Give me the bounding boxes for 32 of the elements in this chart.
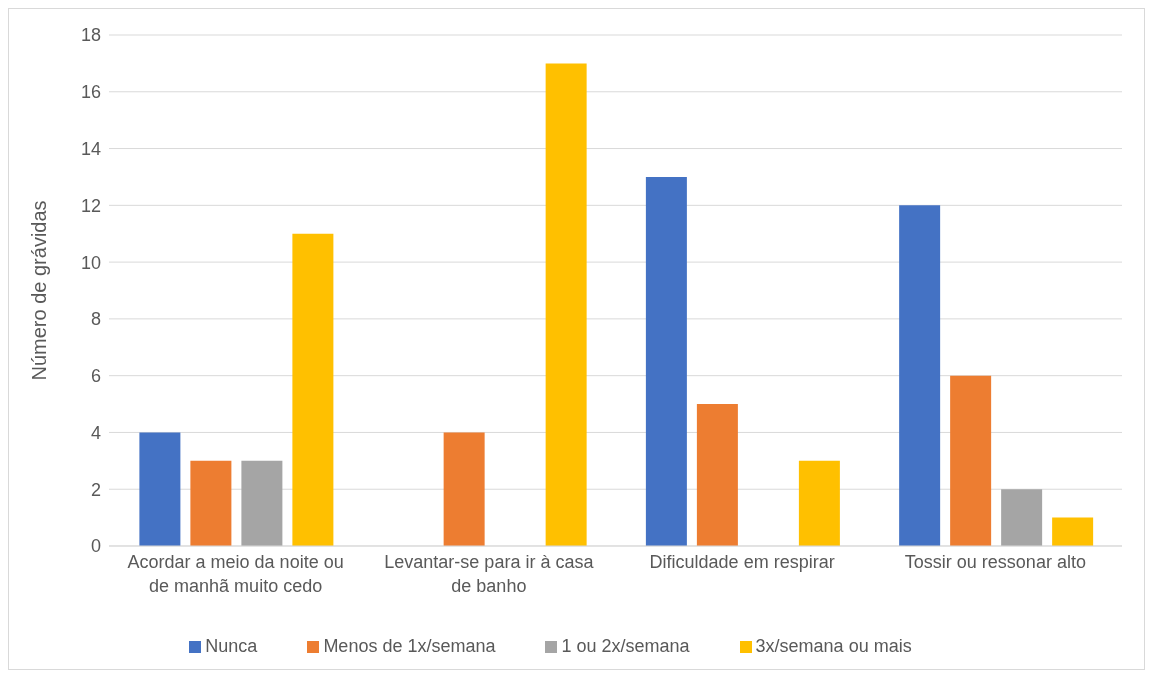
y-axis-title: Número de grávidas	[28, 200, 51, 381]
legend-label: 3x/semana ou mais	[755, 636, 912, 656]
bar	[292, 233, 334, 546]
y-tick-label: 0	[90, 536, 101, 557]
y-tick-label: 18	[80, 25, 101, 46]
y-tick-label: 6	[90, 366, 101, 387]
bar	[950, 375, 992, 546]
legend-label: Menos de 1x/semana	[323, 636, 496, 656]
bar	[798, 460, 840, 546]
y-tick-label: 14	[80, 138, 101, 159]
bar	[443, 432, 485, 546]
x-tick-label: Acordar a meio da noite ou de manhã muito cedo	[127, 552, 344, 596]
y-tick-label: 8	[90, 309, 101, 330]
x-tick-label: Tossir ou ressonar alto	[904, 552, 1086, 572]
y-tick-label: 4	[90, 422, 101, 443]
bar	[696, 404, 738, 546]
bar	[545, 63, 587, 546]
y-tick-label: 16	[80, 82, 101, 103]
bar	[190, 460, 232, 546]
bar	[139, 432, 181, 546]
x-tick-label: Levantar-se para ir à casa de banho	[384, 552, 595, 596]
y-tick-label: 2	[90, 479, 101, 500]
y-tick-label: 10	[80, 252, 101, 273]
legend-label: Nunca	[205, 636, 258, 656]
bar	[899, 205, 941, 546]
bar	[241, 460, 283, 546]
bar	[645, 176, 687, 546]
legend-label: 1 ou 2x/semana	[561, 636, 690, 656]
y-tick-label: 12	[80, 195, 101, 216]
bar	[1001, 489, 1043, 546]
bar	[1052, 517, 1094, 546]
x-tick-label: Dificuldade em respirar	[649, 552, 835, 572]
